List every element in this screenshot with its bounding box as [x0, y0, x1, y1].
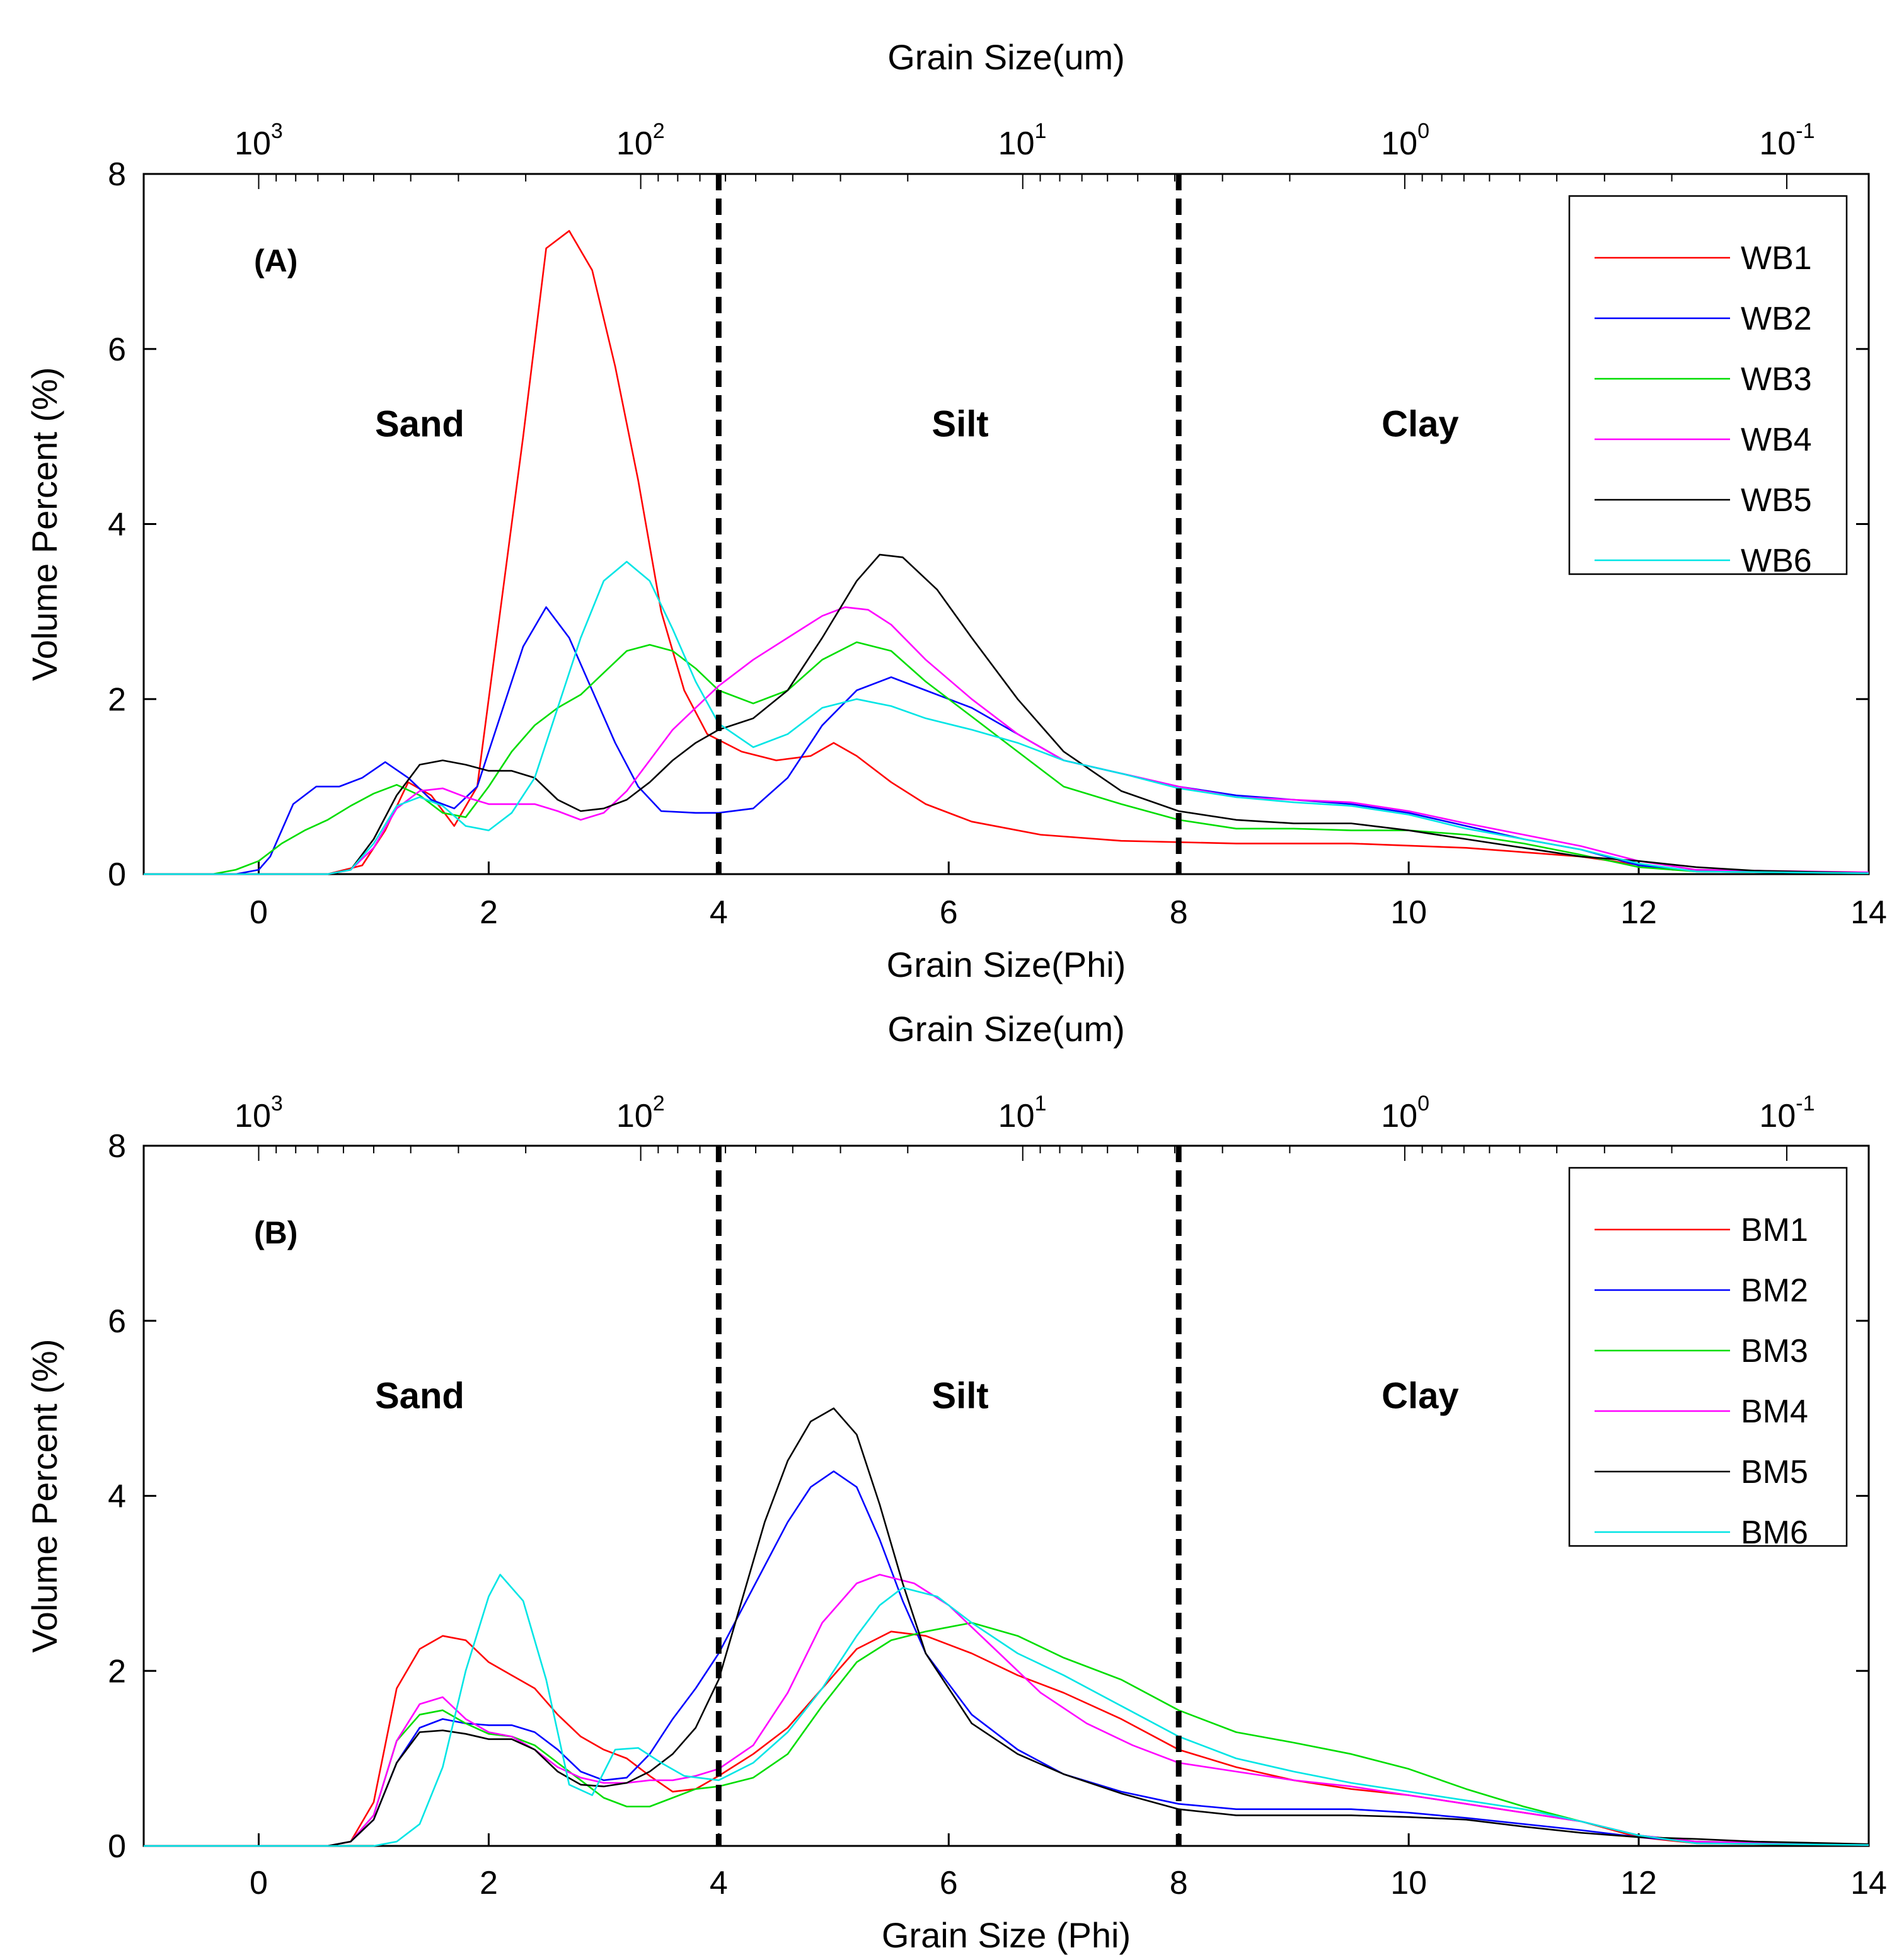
top-tick-label: 10-1 [1759, 1092, 1815, 1134]
top-tick-exponent: 3 [271, 1092, 283, 1115]
series-line-wb1 [144, 230, 1869, 875]
top-tick-label: 102 [616, 119, 665, 162]
legend-label-bm5: BM5 [1741, 1454, 1808, 1490]
x-tick-label: 14 [1850, 894, 1887, 931]
top-tick-label: 101 [998, 1092, 1047, 1134]
top-tick-exponent: -1 [1796, 119, 1815, 143]
y-tick-label: 4 [108, 507, 126, 543]
legend-label-wb6: WB6 [1741, 543, 1812, 579]
x-tick-label: 4 [710, 894, 728, 931]
x-tick-label: 14 [1850, 1865, 1887, 1901]
x-tick-label: 12 [1620, 1865, 1657, 1901]
x-tick-label: 2 [480, 894, 498, 931]
y-tick-label: 0 [108, 856, 126, 893]
series-line-bm1 [144, 1630, 1869, 1847]
x-tick-label: 8 [1170, 1865, 1188, 1901]
top-tick-label: 103 [234, 1092, 283, 1134]
region-label-silt: Silt [932, 1376, 988, 1417]
top-tick-exponent: 2 [653, 1092, 665, 1115]
y-tick-label: 2 [108, 681, 126, 718]
x-tick-label: 6 [940, 894, 958, 931]
legend-label-bm4: BM4 [1741, 1393, 1808, 1430]
series-line-wb2 [144, 606, 1869, 875]
legend-label-wb1: WB1 [1741, 240, 1812, 277]
legend-label-wb5: WB5 [1741, 482, 1812, 519]
top-tick-base: 10 [234, 1098, 271, 1134]
legend-label-bm1: BM1 [1741, 1212, 1808, 1248]
top-tick-exponent: 0 [1417, 1092, 1429, 1115]
legend-label-wb2: WB2 [1741, 301, 1812, 337]
top-tick-base: 10 [1381, 1098, 1417, 1134]
series-line-wb3 [144, 641, 1869, 875]
region-label-sand: Sand [375, 1376, 464, 1417]
region-label-clay: Clay [1382, 404, 1459, 445]
top-tick-label: 101 [998, 119, 1047, 162]
series-line-bm6 [144, 1574, 1869, 1847]
top-tick-base: 10 [1381, 125, 1417, 162]
x-axis-title: Grain Size (Phi) [882, 1915, 1131, 1955]
series-line-wb5 [144, 553, 1869, 875]
legend-label-bm6: BM6 [1741, 1514, 1808, 1551]
top-tick-exponent: 3 [271, 119, 283, 143]
y-tick-label: 2 [108, 1653, 126, 1690]
x-tick-label: 0 [250, 1865, 268, 1901]
top-tick-label: 10-1 [1759, 119, 1815, 162]
top-tick-exponent: -1 [1796, 1092, 1815, 1115]
y-tick-label: 8 [108, 156, 126, 193]
top-tick-base: 10 [234, 125, 271, 162]
top-tick-label: 100 [1381, 1092, 1429, 1134]
x-tick-label: 10 [1390, 1865, 1427, 1901]
top-tick-base: 10 [1759, 1098, 1796, 1134]
series-line-bm2 [144, 1470, 1869, 1847]
top-tick-base: 10 [616, 1098, 653, 1134]
series-line-bm3 [144, 1622, 1869, 1847]
legend-label-wb3: WB3 [1741, 361, 1812, 398]
region-label-silt: Silt [932, 404, 988, 445]
region-label-sand: Sand [375, 404, 464, 445]
series-line-wb4 [144, 606, 1869, 875]
top-tick-base: 10 [998, 125, 1035, 162]
top-axis-title: Grain Size(um) [887, 37, 1125, 77]
x-tick-label: 10 [1390, 894, 1427, 931]
panel-label: (B) [254, 1215, 297, 1250]
x-tick-label: 0 [250, 894, 268, 931]
top-tick-label: 102 [616, 1092, 665, 1134]
x-tick-label: 12 [1620, 894, 1657, 931]
legend-label-wb4: WB4 [1741, 422, 1812, 458]
y-axis-title: Volume Percent (%) [25, 1339, 64, 1653]
top-tick-exponent: 2 [653, 119, 665, 143]
y-tick-label: 0 [108, 1828, 126, 1865]
panel-label: (A) [254, 243, 297, 279]
series-line-bm4 [144, 1574, 1869, 1847]
top-tick-base: 10 [616, 125, 653, 162]
top-tick-exponent: 0 [1417, 119, 1429, 143]
top-axis-title: Grain Size(um) [887, 1009, 1125, 1049]
legend-box [1568, 195, 1848, 575]
legend-label-bm3: BM3 [1741, 1333, 1808, 1369]
legend-label-bm2: BM2 [1741, 1272, 1808, 1309]
y-axis-title: Volume Percent (%) [25, 367, 64, 681]
top-tick-label: 100 [1381, 119, 1429, 162]
series-line-bm5 [144, 1407, 1869, 1847]
top-tick-exponent: 1 [1035, 119, 1047, 143]
x-tick-label: 6 [940, 1865, 958, 1901]
x-tick-label: 8 [1170, 894, 1188, 931]
series-line-wb6 [144, 560, 1869, 875]
y-tick-label: 6 [108, 1303, 126, 1340]
x-tick-label: 2 [480, 1865, 498, 1901]
top-tick-label: 103 [234, 119, 283, 162]
top-tick-base: 10 [1759, 125, 1796, 162]
x-tick-label: 4 [710, 1865, 728, 1901]
x-axis-title: Grain Size(Phi) [887, 945, 1126, 984]
legend-box [1568, 1167, 1848, 1547]
region-label-clay: Clay [1382, 1376, 1459, 1417]
y-tick-label: 4 [108, 1479, 126, 1515]
y-tick-label: 6 [108, 331, 126, 368]
top-tick-exponent: 1 [1035, 1092, 1047, 1115]
y-tick-label: 8 [108, 1128, 126, 1165]
top-tick-base: 10 [998, 1098, 1035, 1134]
